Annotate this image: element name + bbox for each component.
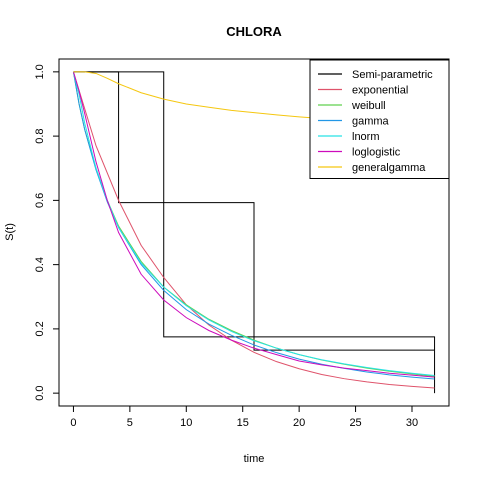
legend-label: weibull [351, 100, 386, 112]
legend-label: generalgamma [352, 162, 426, 174]
y-tick-label: 0.8 [34, 128, 46, 143]
x-axis-label: time [244, 453, 265, 465]
legend-label: loglogistic [352, 147, 401, 159]
x-tick-label: 25 [349, 417, 361, 429]
series-upper-semi-parametric [73, 71, 436, 351]
legend-label: gamma [352, 116, 390, 128]
series-line-gamma [72, 71, 435, 380]
x-tick-label: 0 [70, 417, 76, 429]
legend-box [309, 59, 450, 179]
y-tick-label: 1.0 [34, 64, 46, 79]
legend-label: Semi-parametric [352, 69, 433, 81]
plot-area [72, 71, 436, 394]
y-tick-label: 0.4 [34, 257, 46, 272]
x-tick-label: 30 [406, 417, 418, 429]
x-tick-label: 20 [293, 417, 305, 429]
legend: Semi-parametric exponential weibull gamma ln… [309, 59, 450, 179]
x-tick-label: 10 [180, 417, 192, 429]
chart-title: CHLORA [226, 24, 282, 39]
x-tick-label: 5 [127, 417, 133, 429]
series-line-lnorm [72, 71, 435, 376]
series-line-loglogistic [72, 71, 435, 378]
y-tick-label: 0.6 [34, 193, 46, 208]
axes: 0 5 10 15 20 25 30 0.0 0.2 0.4 0.6 0.8 1.0 [34, 64, 418, 429]
x-tick-label: 15 [237, 417, 249, 429]
series-line-exponential [72, 71, 435, 389]
y-axis-label: S(t) [4, 223, 16, 241]
series-line-generalgamma [73, 71, 345, 121]
y-tick-label: 0.0 [34, 385, 46, 400]
legend-label: exponential [352, 85, 408, 97]
plot-box [58, 58, 450, 407]
y-tick-label: 0.2 [34, 321, 46, 336]
legend-label: lnorm [352, 131, 380, 143]
